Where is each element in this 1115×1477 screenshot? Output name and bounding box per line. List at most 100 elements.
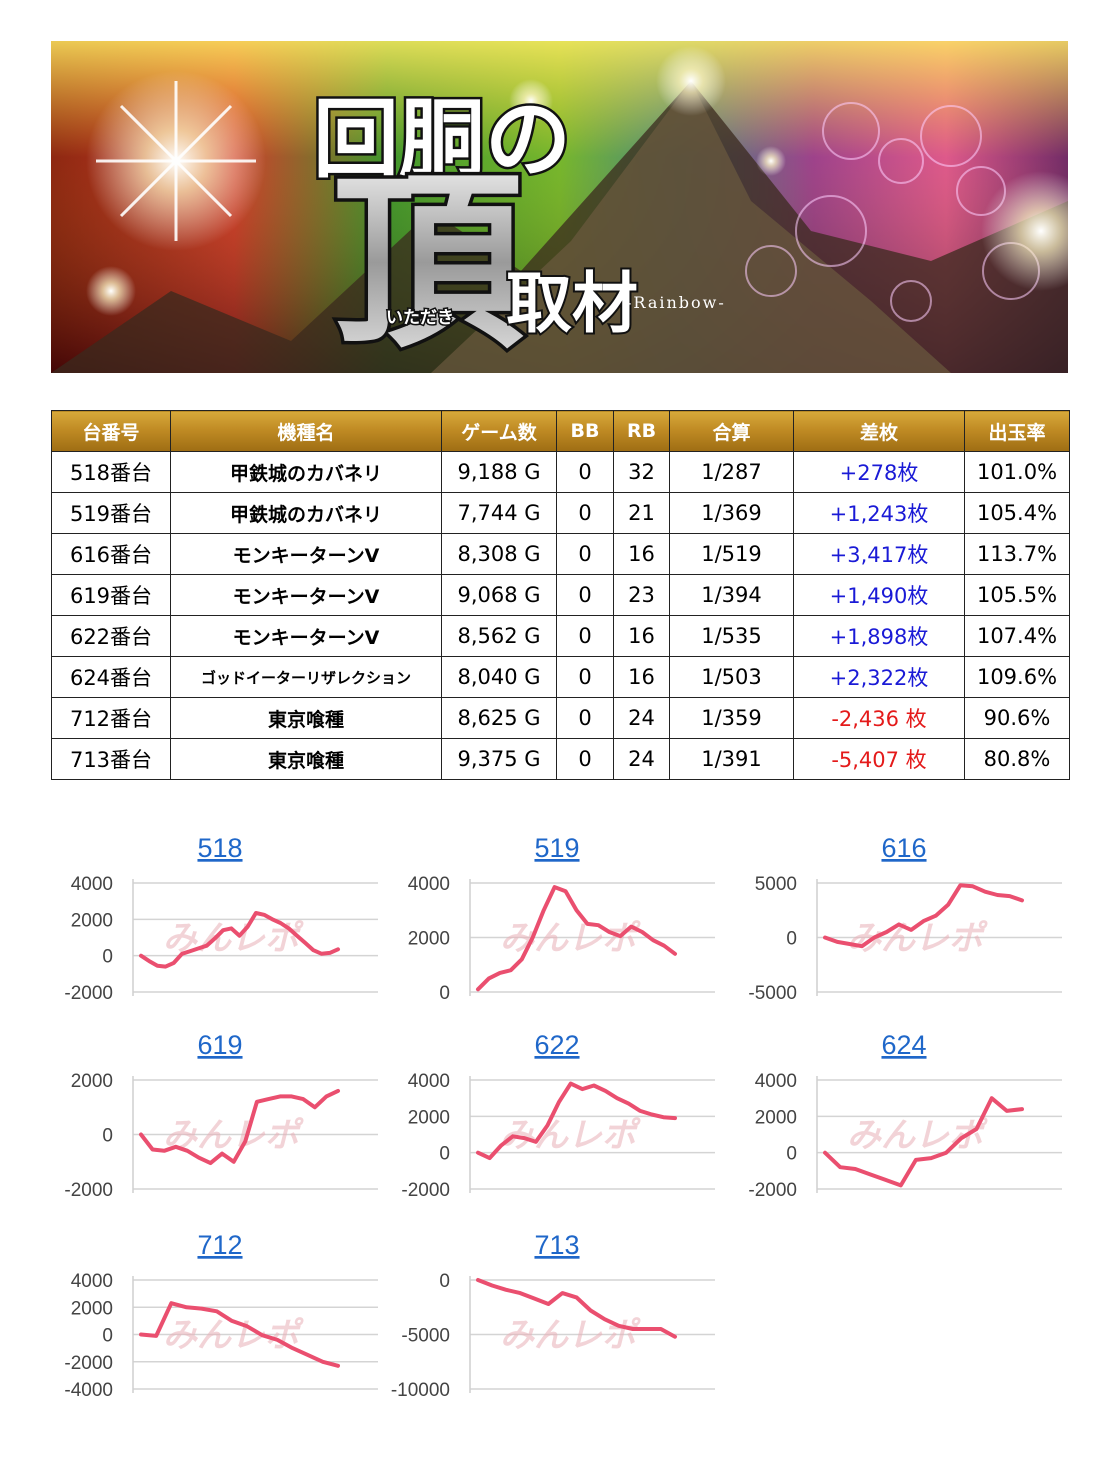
y-tick-label: 0 [102,1126,113,1147]
rate-cell: 107.4% [964,615,1070,657]
chart-title[interactable]: 622 [534,1030,579,1060]
chart-title[interactable]: 616 [881,833,926,863]
column-header-diff: 差枚 [793,410,965,452]
combined-cell: 1/535 [669,615,794,657]
diff-cell: +278枚 [793,451,965,493]
chart-624: 624 -2000 0 2000 4000 みんレポ [732,1022,1067,1222]
unit-cell: 519番台 [51,492,171,534]
diff-cell: +3,417枚 [793,533,965,575]
combined-cell: 1/391 [669,738,794,780]
rate-cell: 109.6% [964,656,1070,698]
y-tick-label: 2000 [755,1107,797,1128]
y-tick-label: 2000 [71,1298,113,1319]
chart-712: 712 -4000 -2000 0 2000 4000 みんレポ [48,1222,383,1422]
rb-cell: 24 [613,697,670,739]
table-row: 619番台 モンキーターンV 9,068 G 0 23 1/394 +1,490… [51,574,1070,616]
column-header-machine: 機種名 [170,410,442,452]
series-line [823,1096,1024,1188]
table-row: 518番台 甲鉄城のカバネリ 9,188 G 0 32 1/287 +278枚 … [51,451,1070,493]
y-tick-label: -2000 [401,1180,450,1201]
y-tick-label: -5000 [748,983,797,1004]
rate-cell: 105.4% [964,492,1070,534]
chart-title[interactable]: 519 [534,833,579,863]
machine-cell: 東京喰種 [170,697,442,739]
diff-cell: -5,407 枚 [793,738,965,780]
series-line [823,883,1024,949]
table-row: 624番台 ゴッドイーターリザレクション 8,040 G 0 16 1/503 … [51,656,1070,698]
rb-cell: 23 [613,574,670,616]
diff-cell: +2,322枚 [793,656,965,698]
y-tick-label: 2000 [71,910,113,931]
banner-title-tag: -Rainbow- [626,293,726,312]
bb-cell: 0 [556,697,614,739]
watermark-logo: みんレポ [500,1316,641,1356]
chart-title[interactable]: 712 [197,1230,242,1260]
games-cell: 8,308 G [441,533,557,575]
y-tick-label: 2000 [408,1107,450,1128]
y-tick-label: 0 [439,983,450,1004]
bb-cell: 0 [556,615,614,657]
games-cell: 8,625 G [441,697,557,739]
series-line [139,911,340,969]
rb-cell: 32 [613,451,670,493]
unit-cell: 624番台 [51,656,171,698]
combined-cell: 1/369 [669,492,794,534]
y-tick-label: -4000 [64,1380,113,1401]
diff-cell: -2,436 枚 [793,697,965,739]
chart-519: 519 0 2000 4000 みんレポ [385,825,720,1025]
table-header-row: 台番号 機種名 ゲーム数 BB RB 合算 差枚 出玉率 [51,410,1070,452]
banner-title-big: 頂 [333,151,524,373]
bb-cell: 0 [556,574,614,616]
machine-cell: 東京喰種 [170,738,442,780]
games-cell: 9,068 G [441,574,557,616]
watermark-logo: みんレポ [500,1116,641,1156]
machine-cell: 甲鉄城のカバネリ [170,451,442,493]
bb-cell: 0 [556,738,614,780]
table-row: 519番台 甲鉄城のカバネリ 7,744 G 0 21 1/369 +1,243… [51,492,1070,534]
y-tick-label: 2000 [408,929,450,950]
chart-title[interactable]: 713 [534,1230,579,1260]
table-row: 712番台 東京喰種 8,625 G 0 24 1/359 -2,436 枚 9… [51,697,1070,739]
column-header-bb: BB [556,410,614,452]
combined-cell: 1/359 [669,697,794,739]
chart-622: 622 -2000 0 2000 4000 みんレポ [385,1022,720,1222]
y-tick-label: -10000 [391,1380,450,1401]
chart-svg: 519 0 2000 4000 みんレポ [408,833,715,1004]
unit-cell: 713番台 [51,738,171,780]
chart-713: 713 -10000 -5000 0 みんレポ [385,1222,720,1422]
rate-cell: 101.0% [964,451,1070,493]
diff-cell: +1,490枚 [793,574,965,616]
bb-cell: 0 [556,533,614,575]
chart-title[interactable]: 518 [197,833,242,863]
results-table: 台番号 機種名 ゲーム数 BB RB 合算 差枚 出玉率 518番台 甲鉄城のカ… [51,410,1070,780]
y-tick-label: 4000 [408,874,450,895]
banner-logo: 回胴の 頂 いただき 取材 -Rainbow- [311,87,726,374]
combined-cell: 1/503 [669,656,794,698]
rb-cell: 21 [613,492,670,534]
y-tick-label: -2000 [748,1180,797,1201]
games-cell: 8,040 G [441,656,557,698]
banner-title-sub: 取材 [506,264,638,342]
chart-518: 518 -2000 0 2000 4000 みんレポ [48,825,383,1025]
chart-svg: 713 -10000 -5000 0 みんレポ [391,1230,715,1401]
chart-title[interactable]: 624 [881,1030,926,1060]
y-tick-label: 4000 [71,874,113,895]
banner-title-ruby: いただき [386,308,454,328]
games-cell: 9,375 G [441,738,557,780]
series-line [139,1088,340,1166]
diff-cell: +1,898枚 [793,615,965,657]
chart-title[interactable]: 619 [197,1030,242,1060]
table-row: 622番台 モンキーターンV 8,562 G 0 16 1/535 +1,898… [51,615,1070,657]
y-tick-label: 0 [786,929,797,950]
rb-cell: 16 [613,656,670,698]
series-line [476,885,677,992]
unit-cell: 518番台 [51,451,171,493]
unit-cell: 622番台 [51,615,171,657]
diff-cell: +1,243枚 [793,492,965,534]
unit-cell: 712番台 [51,697,171,739]
banner-title-top: 回胴の [313,89,571,190]
